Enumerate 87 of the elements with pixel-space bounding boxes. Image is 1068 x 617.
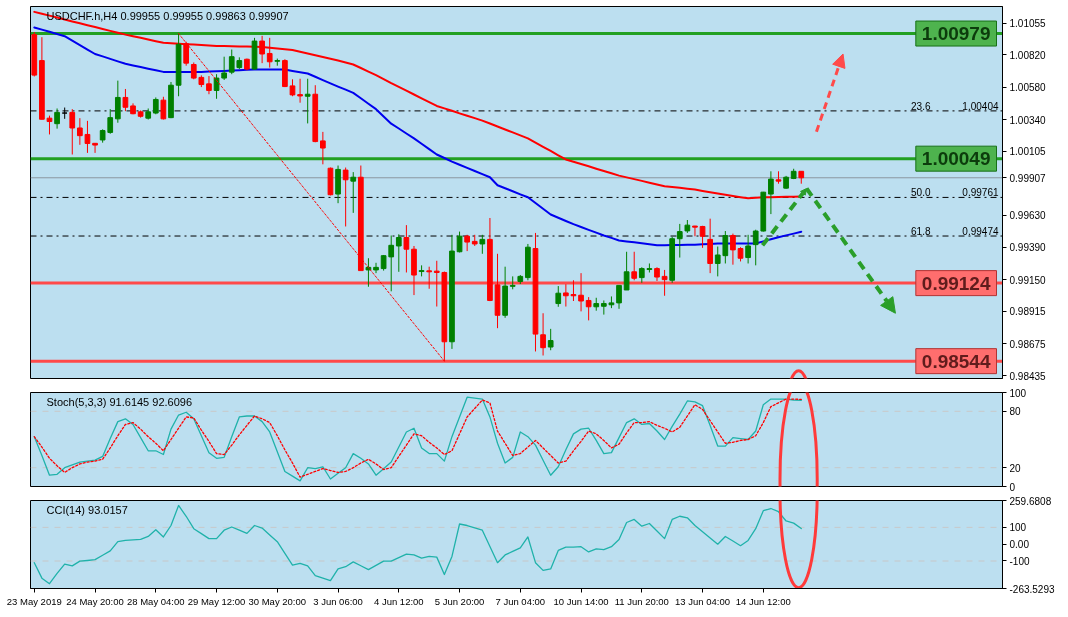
ref-line-label: 1.00979 (921, 23, 991, 45)
y-tick-label: 0.98915 (1009, 306, 1047, 318)
x-tick-label: 28 May 04:00 (127, 595, 185, 607)
y-tick-label: 100 (1009, 387, 1027, 399)
ref-line-label: 1.00404 (962, 100, 999, 112)
annotation: 50.0 (911, 187, 931, 199)
candlestick (676, 223, 683, 259)
y-tick-label: 0.00 (1009, 539, 1030, 551)
candlestick (206, 75, 212, 95)
candlestick (426, 266, 433, 290)
candlestick (745, 234, 751, 264)
candlestick (403, 224, 410, 273)
y-tick-label: 1.00820 (1009, 49, 1047, 61)
y-tick-label: -100 (1009, 556, 1030, 567)
y-tick-label: 1.00580 (1009, 82, 1047, 94)
candlestick (479, 234, 486, 255)
x-tick-label: 24 May 20:00 (66, 595, 124, 607)
candlestick (623, 251, 630, 291)
candlestick (616, 284, 622, 310)
y-tick-label: 0.99630 (1009, 210, 1047, 222)
x-tick-label: 14 Jun 12:00 (735, 595, 791, 607)
candlestick (540, 312, 546, 356)
y-tick-label: 1.00340 (1009, 114, 1047, 126)
candlestick (768, 170, 774, 215)
candlestick (578, 272, 584, 312)
candlestick (350, 171, 357, 214)
y-tick-label: 1.01055 (1009, 18, 1047, 30)
candlestick (555, 285, 562, 308)
y-tick-label: 259.6808 (1009, 495, 1052, 507)
y-tick-label: 0.98675 (1009, 338, 1047, 350)
candlestick (221, 56, 227, 81)
candlestick (631, 251, 638, 281)
candlestick (752, 229, 759, 266)
chart-title: Stoch(5,3,3) 91.6145 92.6096 (46, 395, 193, 408)
y-tick-label: 0 (1009, 481, 1016, 493)
candlestick (661, 269, 668, 297)
candlestick (160, 96, 167, 121)
candlestick (692, 225, 698, 237)
chart-title: CCI(14) 93.0157 (46, 503, 128, 516)
ref-line-label: 1.00049 (921, 148, 991, 170)
y-tick-label: 20 (1009, 462, 1022, 474)
x-tick-label: 29 May 12:00 (187, 595, 246, 607)
x-tick-label: 4 Jun 12:00 (373, 595, 424, 607)
candlestick (297, 78, 303, 104)
candlestick (266, 37, 273, 69)
x-tick-label: 3 Jun 06:00 (313, 595, 363, 607)
line-series (33, 504, 802, 585)
candlestick (342, 167, 349, 227)
x-tick-label: 23 May 2019 (6, 595, 62, 607)
ref-line-label: 0.98544 (921, 350, 991, 372)
x-tick-label: 13 Jun 04:00 (675, 595, 731, 607)
y-tick-label: 100 (1009, 522, 1027, 534)
candlestick (365, 257, 372, 288)
y-tick-label: -263.5293 (1009, 583, 1055, 595)
candlestick (213, 73, 220, 100)
candlestick (122, 88, 129, 112)
x-tick-label: 11 Jun 20:00 (614, 595, 669, 607)
annotation: 23.6 (911, 100, 931, 112)
ref-line-label: 0.99124 (921, 272, 991, 294)
candlestick (114, 80, 121, 124)
ref-line-label: 0.99761 (962, 187, 999, 199)
x-tick-label: 7 Jun 04:00 (495, 595, 546, 607)
candlestick (320, 131, 326, 165)
y-tick-label: 0.99150 (1009, 274, 1047, 286)
y-tick-label: 0.99907 (1009, 172, 1047, 184)
candlestick (92, 142, 98, 154)
y-tick-label: 1.00105 (1009, 146, 1047, 158)
candlestick (69, 108, 76, 155)
x-tick-label: 30 May 20:00 (248, 595, 307, 607)
candlestick (730, 233, 736, 266)
candlestick (547, 328, 554, 351)
candlestick (259, 35, 265, 64)
candlestick (54, 107, 60, 130)
ref-line-label: 0.99474 (962, 226, 999, 238)
y-tick-label: 80 (1009, 406, 1022, 418)
candlestick (304, 78, 311, 124)
x-tick-label: 10 Jun 14:00 (553, 595, 609, 607)
chart-title: USDCHF.h,H4 0.99955 0.99955 0.99863 0.99907 (46, 9, 289, 22)
candlestick (373, 262, 379, 274)
annotation: 61.8 (911, 226, 931, 238)
y-tick-label: 0.98435 (1009, 370, 1047, 382)
candlestick (183, 41, 190, 67)
candlestick (464, 234, 470, 252)
y-tick-label: 0.99390 (1009, 242, 1047, 254)
x-tick-label: 5 Jun 20:00 (434, 595, 485, 607)
candlestick (585, 296, 592, 321)
candlestick (395, 233, 402, 273)
